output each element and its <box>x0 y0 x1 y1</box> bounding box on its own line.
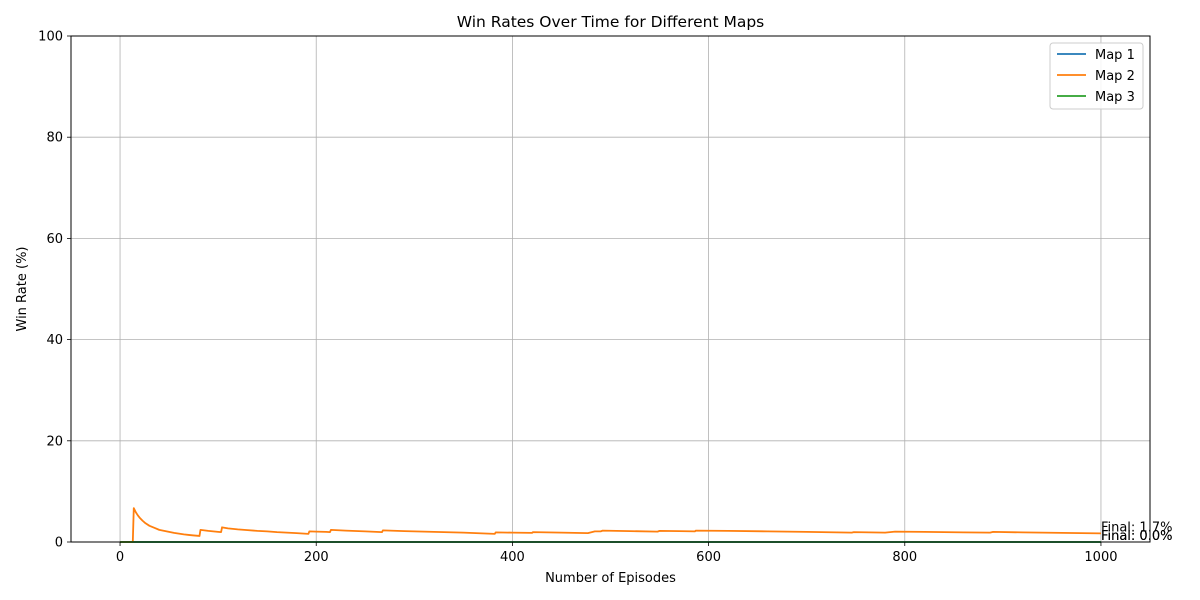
final-value-annotation: Final: 0.0% <box>1101 529 1173 544</box>
x-tick-label: 200 <box>304 550 329 565</box>
chart-title: Win Rates Over Time for Different Maps <box>457 13 765 31</box>
y-axis-label: Win Rate (%) <box>15 247 30 332</box>
plot-frame <box>70 35 1151 543</box>
legend: Map 1 Map 2 Map 3 <box>1049 42 1144 110</box>
legend-label-map-2: Map 2 <box>1095 69 1135 84</box>
y-tick-label: 80 <box>46 131 63 146</box>
x-tick-label: 600 <box>696 550 721 565</box>
x-tick-label: 800 <box>892 550 917 565</box>
annotations: Final: 1.7%Final: 0.0%Final: 0.0% <box>1101 520 1173 544</box>
y-tick-label: 20 <box>46 434 63 449</box>
y-tick-label: 40 <box>46 333 63 348</box>
final-value-annotation: Final: 0.0% <box>1101 529 1173 544</box>
x-tick-label: 1000 <box>1084 550 1117 565</box>
y-tick-label: 60 <box>46 232 63 247</box>
x-tick-label: 400 <box>500 550 525 565</box>
x-axis-label: Number of Episodes <box>545 571 676 586</box>
series-line-map-2 <box>120 507 1101 543</box>
legend-label-map-3: Map 3 <box>1095 90 1135 105</box>
x-tick-label: 0 <box>116 550 124 565</box>
ticks: 0 200 400 600 800 1000 0 20 40 60 80 100 <box>38 30 1117 566</box>
final-value-annotation: Final: 1.7% <box>1101 520 1173 535</box>
legend-label-map-1: Map 1 <box>1095 48 1135 63</box>
y-tick-label: 100 <box>38 30 63 45</box>
y-tick-label: 0 <box>55 536 63 551</box>
legend-box <box>1049 42 1144 110</box>
